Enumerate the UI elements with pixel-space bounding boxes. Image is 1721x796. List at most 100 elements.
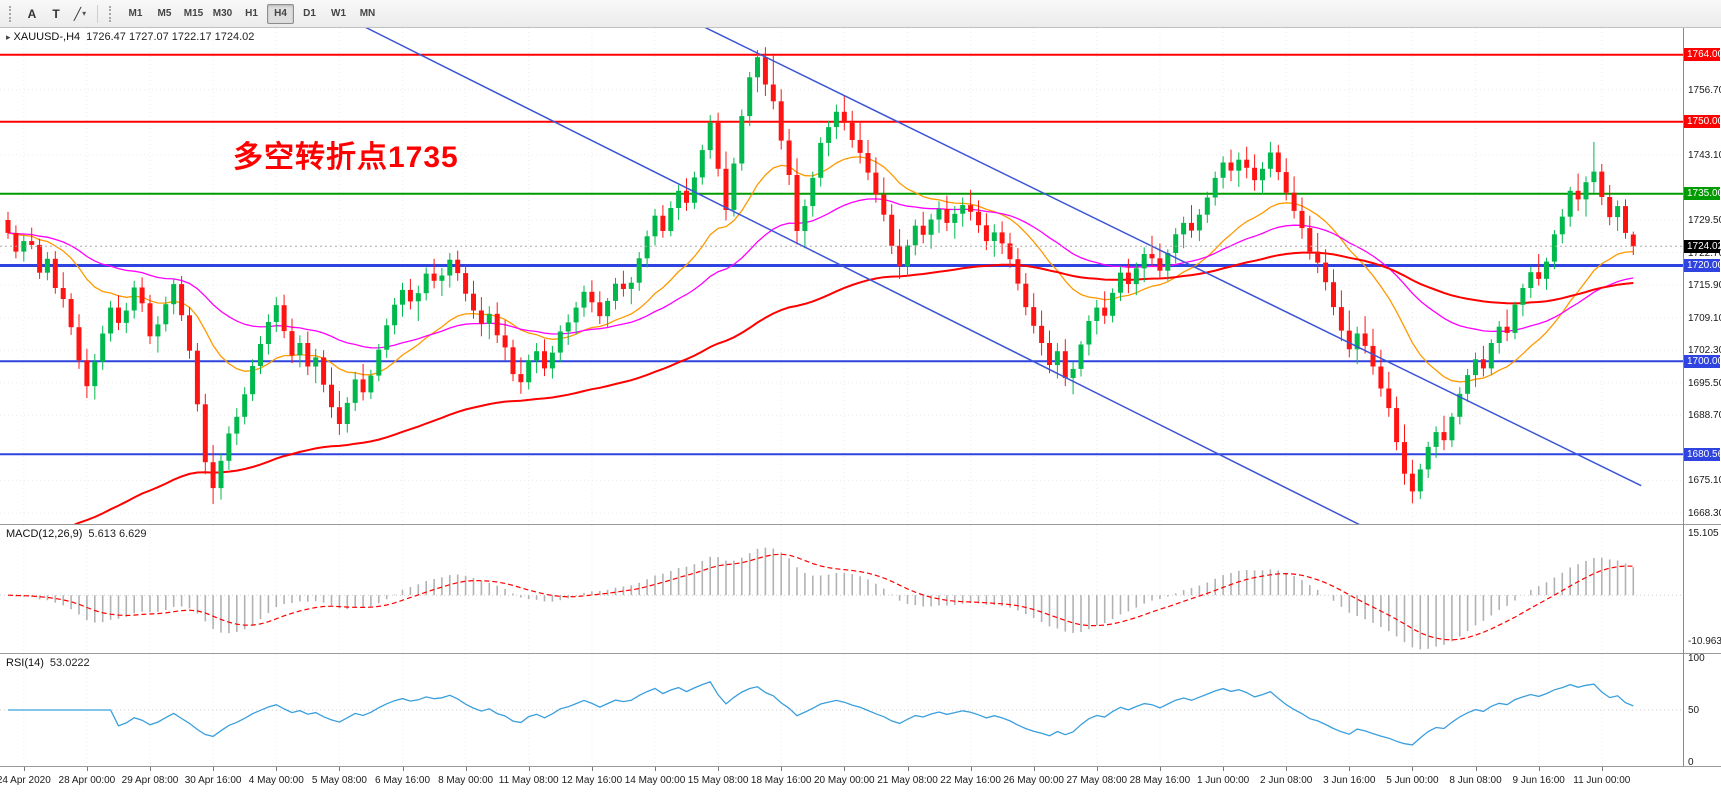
timeframe-button-h1[interactable]: H1 bbox=[245, 8, 258, 20]
chart-title: ▸ XAUUSD-,H4 1726.47 1727.07 1722.17 1724.… bbox=[6, 31, 254, 43]
time-axis-tick bbox=[1033, 767, 1035, 771]
rsi-indicator-canvas[interactable] bbox=[0, 654, 1683, 766]
time-axis-tick bbox=[339, 767, 341, 771]
panel-separator[interactable] bbox=[0, 524, 1721, 525]
draw-tools-button[interactable]: ╱ ▾ bbox=[69, 3, 91, 25]
text-tool-button[interactable]: T bbox=[45, 3, 67, 25]
time-axis-tick bbox=[781, 767, 783, 771]
rsi-axis-label: 100 bbox=[1688, 653, 1705, 664]
time-axis-label: 2 Jun 08:00 bbox=[1260, 775, 1313, 786]
level-price-badge: 1750.00 bbox=[1684, 115, 1721, 129]
title-marker-icon: ▸ bbox=[6, 32, 11, 42]
time-axis-tick bbox=[528, 767, 530, 771]
level-price-badge: 1680.56 bbox=[1684, 447, 1721, 461]
macd-name: MACD(12,26,9) bbox=[6, 528, 83, 540]
time-axis-tick bbox=[655, 767, 656, 771]
price-chart-canvas[interactable] bbox=[0, 28, 1683, 524]
timeframe-button-m1[interactable]: M1 bbox=[128, 8, 143, 20]
timeframe-button-mn[interactable]: MN bbox=[359, 8, 376, 20]
text-label-tool-button[interactable]: A bbox=[21, 3, 43, 25]
timeframe-button-m5[interactable]: M5 bbox=[157, 8, 172, 20]
price-axis-label: 1688.70 bbox=[1688, 410, 1721, 422]
time-axis-tick bbox=[907, 767, 909, 771]
time-axis-tick bbox=[1601, 767, 1603, 771]
time-axis-label: 18 May 16:00 bbox=[750, 775, 812, 786]
price-axis-label: 1756.70 bbox=[1688, 84, 1721, 96]
time-axis-label: 9 Jun 16:00 bbox=[1512, 775, 1565, 786]
timeframe-button-h4[interactable]: H4 bbox=[267, 3, 294, 24]
chart-annotation-text[interactable]: 多空转折点1735 bbox=[233, 141, 459, 174]
time-axis-label: 29 Apr 08:00 bbox=[121, 775, 179, 786]
time-axis-tick bbox=[276, 767, 278, 771]
time-axis-tick bbox=[718, 767, 720, 771]
rsi-label: RSI(14) 53.0222 bbox=[6, 657, 90, 669]
time-axis-label: 14 May 00:00 bbox=[624, 775, 686, 786]
time-axis-tick bbox=[1475, 767, 1477, 771]
time-axis-tick bbox=[150, 767, 151, 771]
time-axis-label: 6 May 16:00 bbox=[374, 775, 431, 786]
time-axis-label: 11 May 08:00 bbox=[498, 775, 559, 786]
time-axis-label: 20 May 00:00 bbox=[813, 775, 875, 786]
toolbar-grip-icon[interactable] bbox=[109, 5, 114, 22]
price-axis-label: 1702.30 bbox=[1688, 345, 1721, 357]
time-axis-tick bbox=[1159, 767, 1161, 771]
time-axis-label: 15 May 08:00 bbox=[687, 775, 749, 786]
time-axis-tick bbox=[1538, 767, 1540, 771]
toolbar: A T ╱ ▾ M1 M5 M15 M30 H1 H4 D1 W1 MN bbox=[0, 0, 1721, 28]
time-axis-tick bbox=[844, 767, 846, 771]
rsi-value: 53.0222 bbox=[49, 657, 90, 669]
price-axis-label: 1729.50 bbox=[1688, 215, 1721, 226]
level-price-badge: 1764.00 bbox=[1684, 48, 1721, 62]
price-axis-label: 1722.70 bbox=[1688, 247, 1721, 259]
panel-separator bbox=[0, 766, 1721, 767]
trendline-icon: ╱ bbox=[73, 6, 82, 21]
time-axis-label: 4 May 00:00 bbox=[248, 775, 304, 786]
toolbar-grip-icon[interactable] bbox=[9, 5, 14, 22]
current-price-badge: 1724.02 bbox=[1684, 239, 1721, 253]
time-axis-tick bbox=[402, 767, 404, 771]
level-price-badge: 1735.00 bbox=[1684, 187, 1721, 201]
time-axis-tick bbox=[1412, 767, 1414, 771]
toolbar-separator bbox=[97, 4, 98, 23]
time-axis-label: 21 May 08:00 bbox=[877, 775, 938, 786]
timeframe-button-d1[interactable]: D1 bbox=[303, 8, 316, 20]
macd-indicator-canvas[interactable] bbox=[0, 525, 1683, 653]
time-axis-label: 5 Jun 00:00 bbox=[1386, 775, 1439, 786]
price-axis-label: 1709.10 bbox=[1688, 312, 1721, 324]
macd-values: 5.613 6.629 bbox=[88, 528, 147, 540]
time-axis-label: 26 May 00:00 bbox=[1003, 775, 1064, 786]
timeframe-button-m15[interactable]: M15 bbox=[183, 8, 204, 20]
time-axis-label: 12 May 16:00 bbox=[561, 775, 623, 786]
price-axis-label: 1695.50 bbox=[1688, 377, 1721, 389]
rsi-axis-label: 50 bbox=[1688, 705, 1700, 716]
price-axis-line bbox=[1683, 28, 1684, 766]
timeframe-button-m30[interactable]: M30 bbox=[212, 8, 233, 20]
panel-separator[interactable] bbox=[0, 653, 1721, 654]
time-axis-label: 30 Apr 16:00 bbox=[184, 775, 242, 786]
time-axis-tick bbox=[1096, 767, 1098, 771]
level-price-badge: 1700.00 bbox=[1684, 354, 1721, 368]
time-axis-label: 24 Apr 2020 bbox=[0, 775, 51, 786]
price-axis-label: 1675.10 bbox=[1688, 475, 1721, 487]
chevron-down-icon: ▾ bbox=[82, 9, 87, 18]
time-axis-label: 11 Jun 00:00 bbox=[1573, 775, 1631, 786]
time-axis-label: 5 May 08:00 bbox=[311, 775, 367, 786]
rsi-name: RSI(14) bbox=[6, 657, 44, 669]
time-axis-label: 27 May 08:00 bbox=[1066, 775, 1128, 786]
time-axis-tick bbox=[213, 767, 215, 771]
time-axis-tick bbox=[23, 767, 25, 771]
time-axis-label: 8 Jun 08:00 bbox=[1449, 775, 1502, 786]
text-tool-icon: T bbox=[52, 6, 60, 21]
time-axis-tick bbox=[970, 767, 972, 771]
time-axis-label: 22 May 16:00 bbox=[940, 775, 1001, 786]
timeframe-button-w1[interactable]: W1 bbox=[331, 8, 346, 20]
chart-window: ▸ XAUUSD-,H4 1726.47 1727.07 1722.17 1724.… bbox=[0, 28, 1721, 796]
time-axis-tick bbox=[1223, 767, 1225, 771]
time-axis-label: 28 Apr 00:00 bbox=[58, 775, 116, 786]
macd-axis-label: -10.963 bbox=[1688, 635, 1721, 647]
rsi-axis-label: 0 bbox=[1688, 757, 1694, 768]
time-axis[interactable]: 24 Apr 2020 28 Apr 00:00 29 Apr 08:00 30 Ap… bbox=[0, 767, 1721, 796]
time-axis-tick bbox=[591, 767, 593, 771]
text-label-icon: A bbox=[27, 6, 37, 21]
time-axis-tick bbox=[465, 767, 467, 771]
